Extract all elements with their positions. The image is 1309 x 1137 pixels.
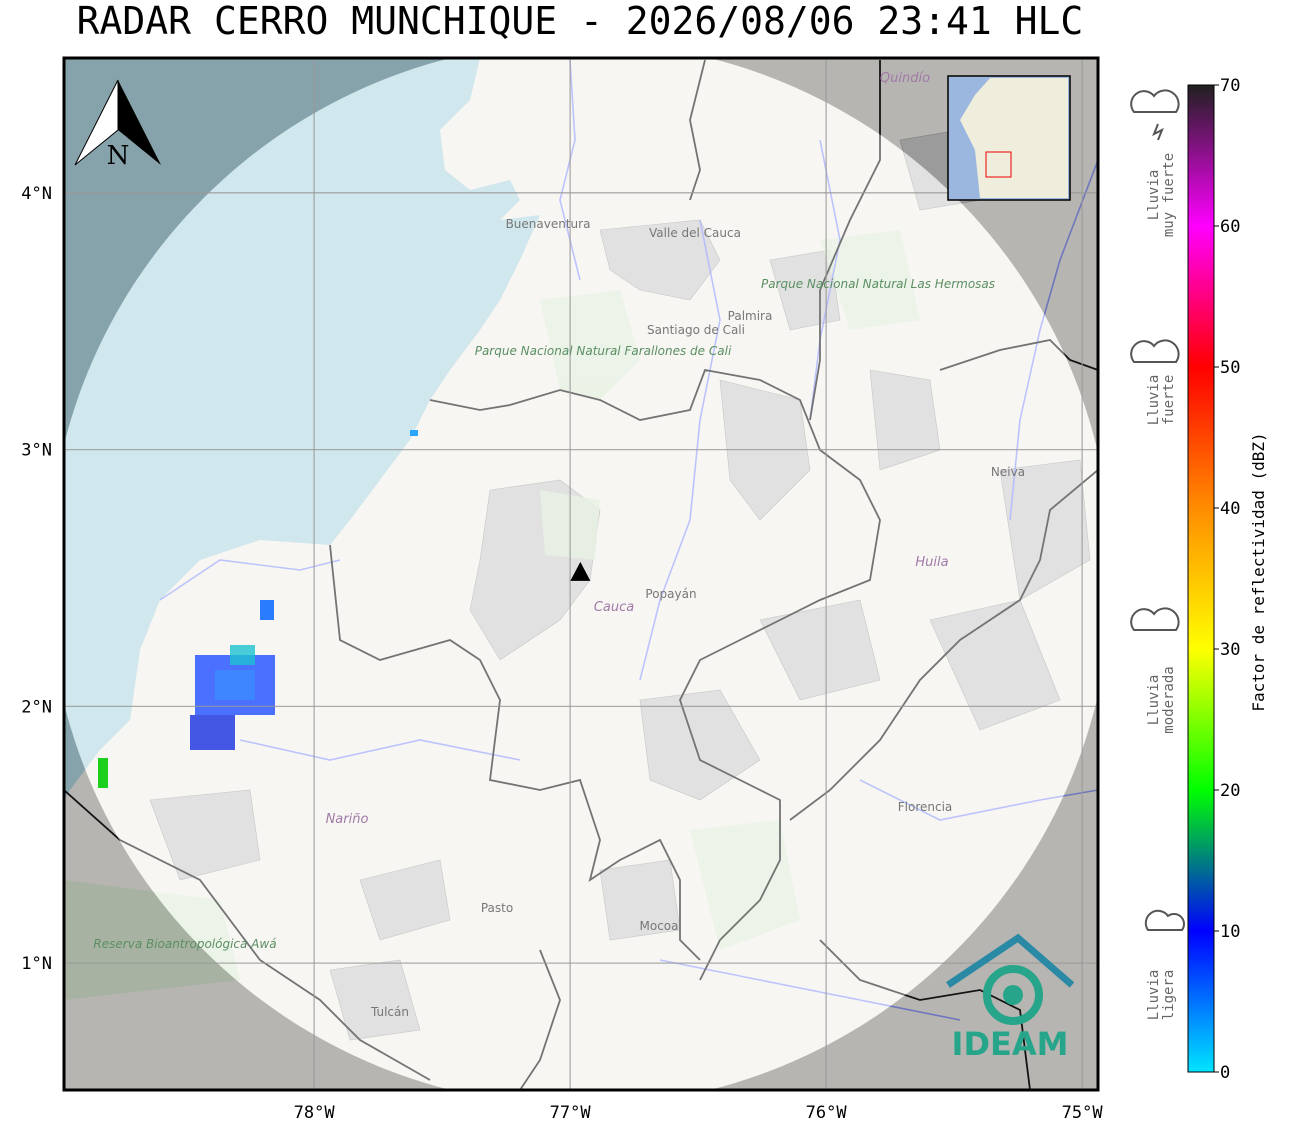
colorbar <box>1187 84 1215 1073</box>
place-label: Popayán <box>645 587 696 601</box>
place-label: Valle del Cauca <box>649 226 741 240</box>
rain-label: Lluvia <box>1146 375 1162 426</box>
radar-echoes <box>98 430 418 788</box>
rain-icons <box>1130 89 1185 931</box>
colorbar-tick-label: 50 <box>1220 358 1240 378</box>
colorbar-tick-label: 60 <box>1220 217 1240 237</box>
radar-site <box>570 561 591 581</box>
rain-label: Lluvia <box>1146 675 1162 726</box>
rain-label: muy fuerte <box>1161 153 1177 237</box>
colorbar-label: Factor de reflectividad (dBZ) <box>1249 432 1268 711</box>
place-label: Mocoa <box>640 919 679 933</box>
lat-tick-label: 2°N <box>21 697 52 717</box>
lat-tick-label: 1°N <box>21 954 52 974</box>
logo-text: IDEAM <box>952 1025 1069 1063</box>
colorbar-tick-label: 0 <box>1220 1063 1230 1083</box>
lon-tick-label: 78°W <box>294 1103 336 1123</box>
boundaries <box>64 59 1098 1090</box>
lon-tick-label: 77°W <box>550 1103 592 1123</box>
rain-label: Lluvia <box>1146 970 1162 1021</box>
grid <box>64 58 1098 1090</box>
place-label: Tulcán <box>370 1005 409 1019</box>
lat-tick-label: 4°N <box>21 184 52 204</box>
rain-label: ligera <box>1161 970 1177 1021</box>
parks <box>64 230 920 1000</box>
place-label: Buenaventura <box>506 217 591 231</box>
colorbar-tick-label: 20 <box>1220 781 1240 801</box>
north-label: N <box>107 141 130 171</box>
dept-label: Cauca <box>594 600 634 615</box>
place-label: Palmira <box>728 309 773 323</box>
rivers <box>159 59 1098 1021</box>
colorbar-tick-label: 70 <box>1220 76 1240 96</box>
map: Buenaventura Valle del Cauca Palmira San… <box>64 58 1098 1090</box>
colorbar-tick-label: 10 <box>1220 922 1240 942</box>
rain-label: moderada <box>1161 666 1177 733</box>
park-label: Parque Nacional Natural Farallones de Ca… <box>475 344 732 358</box>
colorbar-tick-label: 40 <box>1220 499 1240 519</box>
compass: N <box>74 79 161 171</box>
colorbar-tick-label: 30 <box>1220 640 1240 660</box>
basins <box>149 129 1091 1041</box>
place-label: Pasto <box>481 901 513 915</box>
title: RADAR CERRO MUNCHIQUE - 2026/08/06 23:41… <box>77 0 1084 43</box>
inset-map <box>947 75 1071 201</box>
lat-tick-label: 3°N <box>21 441 52 461</box>
lon-tick-label: 76°W <box>806 1103 848 1123</box>
park-label: Parque Nacional Natural Las Hermosas <box>761 277 995 291</box>
park-label: Reserva Bioantropológica Awá <box>93 937 276 951</box>
dept-label: Nariño <box>326 812 369 827</box>
rain-label: Lluvia <box>1146 170 1162 221</box>
place-label: Santiago de Cali <box>647 323 745 337</box>
place-label: Florencia <box>898 800 953 814</box>
map-frame <box>62 56 1100 1092</box>
dept-label: Huila <box>915 555 948 570</box>
lon-tick-label: 75°W <box>1062 1103 1104 1123</box>
rain-label: fuerte <box>1161 375 1177 426</box>
place-label: Neiva <box>991 465 1025 479</box>
ideam-logo: IDEAM <box>946 933 1075 1063</box>
dept-label: Quindío <box>880 71 930 86</box>
radar-site-layer <box>570 561 591 581</box>
